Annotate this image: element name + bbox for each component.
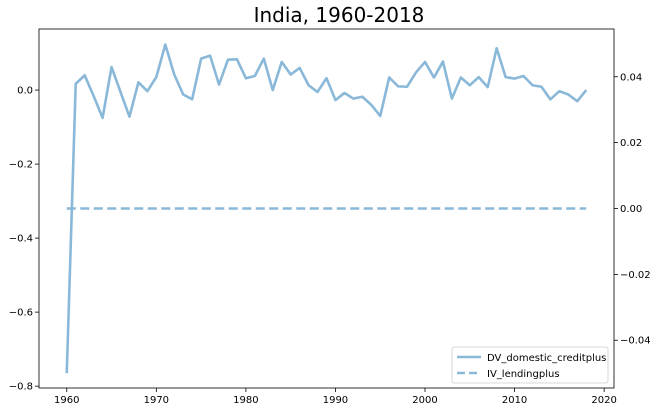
y-right-tick-label: 0.00	[620, 204, 642, 215]
y-right-tick-label: −0.02	[620, 270, 651, 281]
x-axis: 1960 1970 1980 1990 2000 2010 2020	[54, 388, 617, 406]
series-line-dv-domestic-creditplus	[65, 43, 588, 374]
y-right-tick-label: −0.04	[620, 336, 651, 347]
legend-label-dv-domestic-creditplus: DV_domestic_creditplus	[487, 353, 606, 364]
y-axis-left: 0.0 −0.2 −0.4 −0.6 −0.8	[9, 86, 39, 393]
y-axis-right: 0.04 0.02 0.00 −0.02 −0.04	[614, 72, 651, 347]
x-tick-label: 1970	[144, 395, 169, 406]
y-left-tick-label: 0.0	[17, 86, 33, 97]
y-left-tick-label: −0.6	[9, 308, 33, 319]
chart-title: India, 1960-2018	[254, 3, 425, 27]
y-left-tick-label: −0.8	[9, 382, 33, 393]
x-tick-label: 1990	[323, 395, 348, 406]
legend-box	[451, 346, 609, 384]
y-left-tick-label: −0.4	[9, 234, 33, 245]
y-right-tick-label: 0.02	[620, 138, 642, 149]
x-tick-label: 1980	[233, 395, 258, 406]
series-layer	[65, 43, 588, 374]
x-tick-label: 2020	[591, 395, 616, 406]
legend: DV_domestic_creditplus IV_lendingplus	[451, 346, 609, 384]
x-tick-label: 2000	[412, 395, 437, 406]
x-tick-label: 1960	[54, 395, 79, 406]
y-left-tick-label: −0.2	[9, 160, 33, 171]
legend-label-iv-lendingplus: IV_lendingplus	[487, 369, 560, 380]
x-tick-label: 2010	[502, 395, 527, 406]
y-right-tick-label: 0.04	[620, 72, 642, 83]
